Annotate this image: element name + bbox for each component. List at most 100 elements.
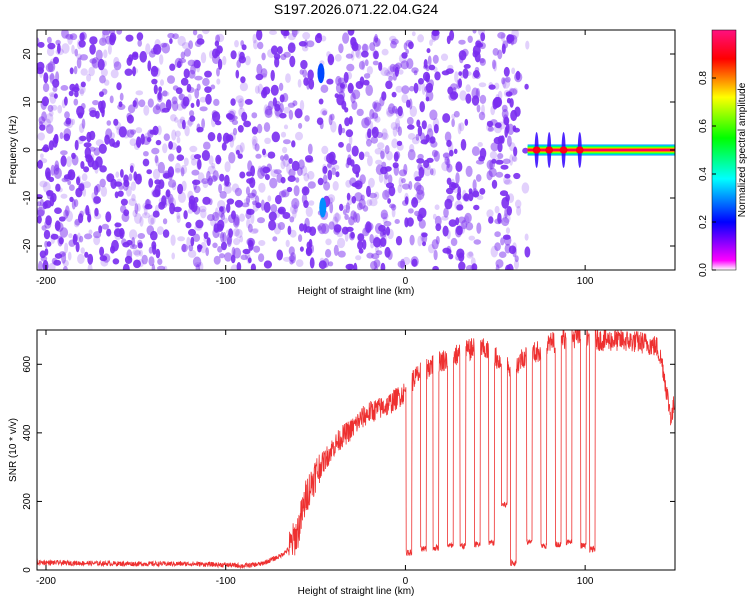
- spectrogram-noise-blob: [435, 223, 442, 232]
- spectrogram-noise-blob: [201, 150, 210, 161]
- spectrogram-noise-blob: [283, 139, 291, 145]
- spectrogram-noise-blob: [243, 120, 252, 128]
- spectrogram-noise-blob: [327, 194, 336, 203]
- spectrogram-noise-blob: [144, 132, 151, 140]
- spectrogram-noise-blob: [481, 104, 485, 116]
- spectrogram-noise-blob: [474, 51, 481, 63]
- spectrogram-noise-blob: [118, 101, 123, 108]
- spectrogram-noise-blob: [421, 191, 425, 197]
- spectrogram-noise-blob: [157, 161, 165, 174]
- spectrogram-noise-blob: [401, 93, 409, 104]
- spectrogram-noise-blob: [244, 98, 253, 105]
- spectrogram-noise-blob: [193, 196, 199, 203]
- spectrogram-noise-blob: [88, 107, 97, 114]
- spectrogram-noise-blob: [349, 231, 355, 241]
- spectrogram-noise-blob: [152, 105, 161, 115]
- spectrogram-noise-blob: [322, 165, 328, 174]
- spectrogram-noise-blob: [53, 259, 62, 266]
- spectrogram-noise-blob: [326, 78, 334, 85]
- spectrogram-noise-blob: [120, 229, 125, 238]
- spectrogram-noise-blob: [228, 152, 236, 164]
- spectrogram-noise-blob: [199, 106, 208, 112]
- spectrogram-noise-blob: [395, 117, 401, 130]
- x-tick-label: 100: [577, 276, 594, 287]
- spectrogram-noise-blob: [73, 220, 80, 228]
- spectrogram-noise-blob: [443, 207, 449, 218]
- spectrogram-noise-blob: [442, 113, 451, 123]
- spectrogram-noise-blob: [132, 66, 137, 77]
- spectrogram-noise-blob: [503, 89, 511, 98]
- y-tick-label: 200: [22, 493, 33, 510]
- spectrogram-noise-blob: [217, 58, 223, 70]
- spectrogram-noise-blob: [418, 219, 426, 229]
- spectrogram-noise-blob: [169, 38, 173, 44]
- spectrogram-noise-blob: [171, 182, 177, 191]
- spectrogram-noise-blob: [503, 116, 510, 126]
- spectrogram-noise-blob: [521, 182, 530, 194]
- spectrogram-noise-blob: [246, 171, 252, 177]
- spectrogram-noise-blob: [247, 192, 256, 199]
- spectrogram-noise-blob: [454, 71, 459, 83]
- spectrogram-noise-blob: [509, 142, 516, 152]
- spectrogram-x-label: Height of straight line (km): [298, 286, 415, 297]
- spectrogram-noise-blob: [289, 216, 295, 223]
- spectrogram-noise-blob: [429, 109, 438, 121]
- spectrogram-noise-blob: [299, 246, 304, 252]
- spectrogram-noise-blob: [369, 234, 375, 244]
- spectrogram-noise-blob: [121, 212, 130, 223]
- spectrogram-noise-blob: [332, 216, 339, 228]
- spectrogram-noise-blob: [516, 205, 522, 216]
- spectrogram-noise-blob: [283, 153, 289, 161]
- spectrogram-noise-blob: [264, 137, 271, 144]
- spectrogram-noise-blob: [336, 94, 345, 106]
- spectrogram-noise-blob: [291, 198, 300, 209]
- spectrogram-noise-blob: [426, 48, 431, 54]
- spectrogram-noise-blob: [235, 149, 240, 155]
- spectrogram-noise-blob: [58, 216, 66, 222]
- spectrogram-noise-blob: [219, 253, 225, 259]
- spectrogram-noise-blob: [410, 256, 419, 268]
- spectrogram-noise-blob: [39, 124, 46, 131]
- spectrogram-noise-blob: [475, 174, 482, 182]
- spectrogram-noise-blob: [246, 195, 250, 205]
- spectrogram-noise-blob: [80, 181, 85, 189]
- spectrogram-noise-blob: [161, 42, 170, 54]
- spectrogram-noise-blob: [162, 229, 170, 238]
- spectrogram-noise-blob: [139, 216, 144, 227]
- spectrogram-noise-blob: [486, 170, 493, 181]
- spectrogram-noise-blob: [257, 83, 264, 95]
- spectrogram-noise-blob: [224, 252, 233, 262]
- spectrogram-noise-blob: [165, 99, 172, 111]
- spectrogram-noise-blob: [233, 238, 241, 246]
- spectrogram-noise-blob: [338, 123, 343, 136]
- spectrogram-noise-blob: [151, 241, 157, 250]
- spectrogram-noise-blob: [150, 217, 155, 225]
- spectrogram-noise-blob: [212, 242, 218, 249]
- spectrogram-noise-blob: [300, 165, 308, 177]
- spectrogram-noise-blob: [134, 173, 142, 185]
- spectrogram-noise-blob: [512, 156, 518, 162]
- spectrogram-noise-blob: [235, 144, 244, 157]
- spectrogram-noise-blob: [98, 225, 103, 234]
- spectrogram-noise-blob: [187, 249, 197, 258]
- spectrogram-noise-blob: [172, 85, 179, 91]
- spectrogram-noise-blob: [76, 39, 82, 50]
- spectrogram-noise-blob: [236, 262, 242, 270]
- spectrogram-noise-blob: [406, 58, 414, 70]
- spectrogram-noise-blob: [447, 64, 454, 71]
- spectrogram-noise-blob: [357, 233, 365, 242]
- spectrogram-noise-blob: [362, 205, 369, 212]
- spectrogram-noise-blob: [366, 199, 373, 207]
- spectrogram-noise-blob: [415, 133, 420, 141]
- spectrogram-noise-blob: [231, 210, 236, 220]
- spectrogram-noise-blob: [83, 142, 92, 148]
- spectrogram-noise-blob: [501, 108, 509, 119]
- spectrogram-noise-blob: [168, 141, 174, 150]
- spectrogram-noise-blob: [367, 155, 373, 167]
- spectrogram-noise-blob: [154, 39, 161, 49]
- spectrogram-noise-blob: [93, 196, 101, 204]
- spectrogram-noise-blob: [203, 231, 209, 240]
- spectrogram-noise-blob: [497, 141, 503, 153]
- spectrogram-noise-blob: [416, 189, 425, 201]
- spectrogram-noise-blob: [197, 244, 202, 253]
